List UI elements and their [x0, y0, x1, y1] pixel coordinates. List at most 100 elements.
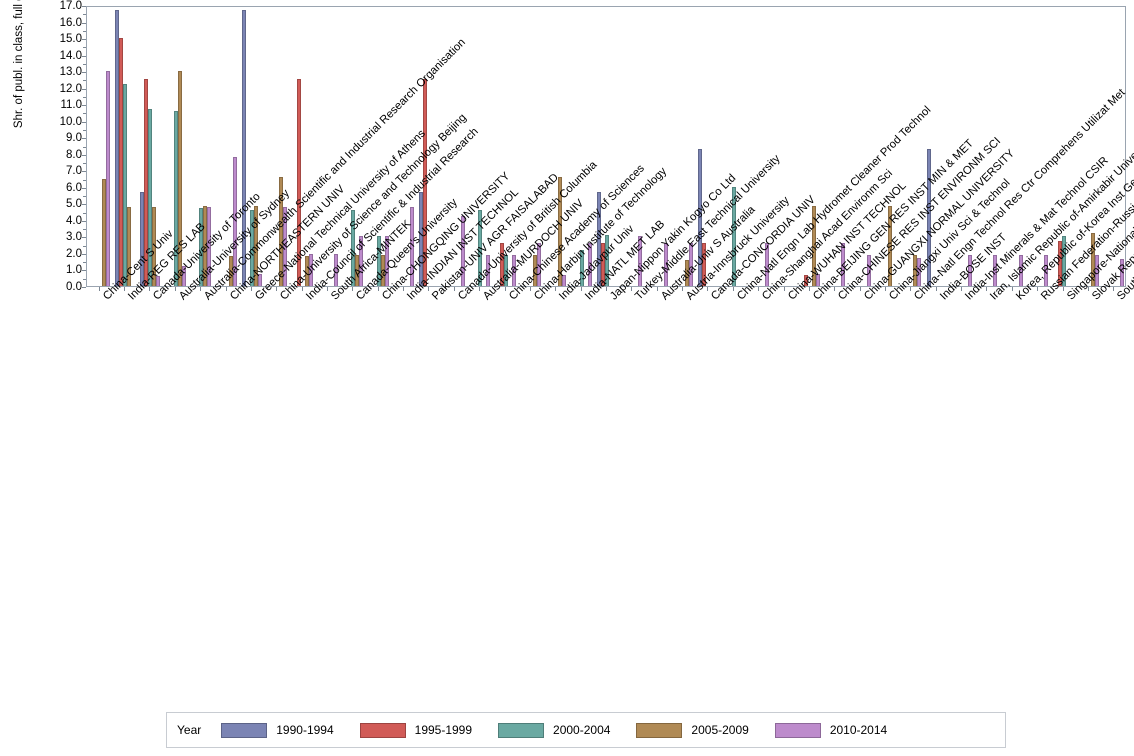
- bar[interactable]: [333, 253, 338, 286]
- bar[interactable]: [173, 110, 178, 286]
- bar[interactable]: [604, 234, 609, 286]
- bar[interactable]: [888, 205, 892, 286]
- bar[interactable]: [702, 243, 707, 286]
- bar[interactable]: [596, 191, 601, 286]
- bar[interactable]: [698, 148, 703, 286]
- bar[interactable]: [241, 9, 246, 286]
- bar[interactable]: [486, 254, 491, 286]
- x-axis-tick-mark: [403, 287, 405, 291]
- bar[interactable]: [1018, 254, 1023, 286]
- bar[interactable]: [600, 243, 605, 286]
- legend-item[interactable]: 2000-2004: [498, 722, 611, 738]
- bar[interactable]: [926, 148, 931, 286]
- bar[interactable]: [355, 255, 360, 286]
- bar[interactable]: [359, 236, 364, 286]
- bar[interactable]: [410, 206, 415, 286]
- bar-group: [848, 7, 873, 286]
- bar[interactable]: [308, 253, 313, 286]
- bar[interactable]: [181, 266, 186, 286]
- bar[interactable]: [579, 249, 584, 286]
- bar[interactable]: [1061, 236, 1066, 286]
- legend-item[interactable]: 2010-2014: [774, 722, 888, 738]
- bar[interactable]: [304, 256, 309, 286]
- bar[interactable]: [257, 274, 262, 286]
- bar-group: [949, 7, 974, 286]
- legend-item[interactable]: 2005-2009: [636, 722, 749, 738]
- bar[interactable]: [638, 236, 643, 286]
- bar[interactable]: [913, 255, 918, 286]
- y-axis-tick-mark: [82, 105, 86, 107]
- bar[interactable]: [1090, 233, 1095, 286]
- bar[interactable]: [968, 254, 973, 286]
- bar[interactable]: [587, 243, 592, 286]
- bar-group: [696, 7, 721, 286]
- bar[interactable]: [140, 191, 145, 286]
- y-axis-minor-tick-mark: [83, 129, 86, 131]
- bar[interactable]: [562, 275, 567, 286]
- bar[interactable]: [105, 71, 110, 286]
- x-axis-tick-mark: [1087, 287, 1089, 291]
- bar[interactable]: [380, 255, 385, 286]
- bar[interactable]: [101, 178, 106, 286]
- legend-label: 2000-2004: [553, 723, 611, 737]
- x-axis-tick-mark: [631, 287, 633, 291]
- bar[interactable]: [685, 259, 690, 286]
- bar[interactable]: [207, 206, 212, 286]
- bar[interactable]: [511, 254, 516, 286]
- bar[interactable]: [917, 257, 922, 286]
- bar[interactable]: [558, 176, 563, 286]
- bar[interactable]: [765, 243, 770, 286]
- bar[interactable]: [532, 255, 537, 286]
- bar[interactable]: [228, 256, 233, 286]
- bar[interactable]: [1094, 254, 1099, 286]
- bar[interactable]: [815, 274, 820, 286]
- bar[interactable]: [283, 206, 288, 286]
- bar[interactable]: [536, 243, 541, 286]
- bar[interactable]: [731, 186, 736, 286]
- bar[interactable]: [144, 79, 149, 286]
- bar[interactable]: [232, 157, 237, 286]
- bar[interactable]: [423, 79, 428, 286]
- bar[interactable]: [841, 243, 846, 286]
- x-axis-tick-mark: [124, 287, 126, 291]
- bar[interactable]: [177, 71, 182, 286]
- bar-group: [112, 7, 137, 286]
- bar[interactable]: [1120, 258, 1125, 286]
- bar[interactable]: [384, 236, 389, 286]
- bar[interactable]: [199, 208, 204, 286]
- bar[interactable]: [460, 215, 465, 286]
- bar[interactable]: [503, 254, 508, 286]
- bar-group: [1102, 7, 1127, 286]
- bar[interactable]: [127, 206, 132, 286]
- bar[interactable]: [663, 243, 668, 286]
- bar[interactable]: [803, 275, 808, 286]
- bar[interactable]: [156, 276, 161, 286]
- bar[interactable]: [249, 209, 254, 286]
- bar[interactable]: [993, 254, 998, 286]
- bar[interactable]: [689, 243, 694, 286]
- legend-item[interactable]: 1995-1999: [359, 722, 472, 738]
- bar[interactable]: [1044, 254, 1049, 286]
- bar[interactable]: [203, 205, 208, 286]
- bar[interactable]: [419, 191, 424, 286]
- bar[interactable]: [866, 254, 871, 286]
- bar[interactable]: [253, 205, 258, 286]
- bar[interactable]: [148, 109, 153, 286]
- bar[interactable]: [499, 243, 504, 286]
- bar[interactable]: [296, 79, 301, 286]
- bar[interactable]: [119, 38, 124, 286]
- bar[interactable]: [811, 205, 816, 286]
- bar[interactable]: [115, 9, 120, 286]
- bar[interactable]: [152, 206, 157, 286]
- bar[interactable]: [123, 84, 128, 286]
- bar-group: [975, 7, 1000, 286]
- legend-item[interactable]: 1990-1994: [221, 722, 334, 738]
- legend-label: 2010-2014: [829, 723, 888, 737]
- bar[interactable]: [478, 209, 483, 286]
- bar[interactable]: [279, 176, 284, 286]
- bar[interactable]: [376, 236, 381, 286]
- bar[interactable]: [351, 209, 356, 286]
- y-axis-tick-label: 1.0: [66, 264, 82, 277]
- bar[interactable]: [1057, 241, 1062, 286]
- y-axis-tick-label: 15.0: [59, 33, 82, 46]
